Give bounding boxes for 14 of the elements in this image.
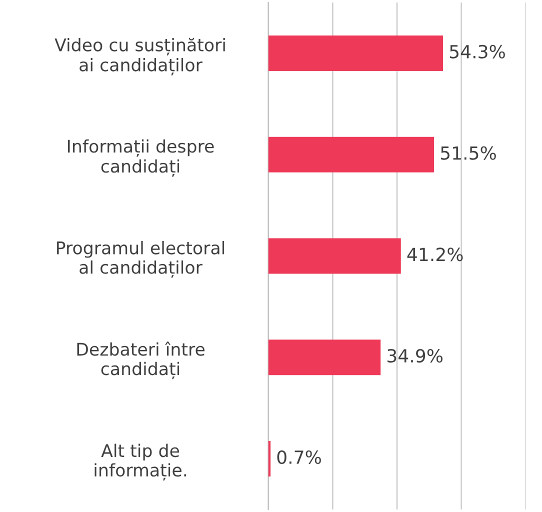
data-label: 34.9%: [388, 348, 443, 363]
bar: [268, 136, 434, 172]
y-tick-label: Informații despre candidați: [68, 139, 214, 177]
data-label: 41.2%: [407, 248, 463, 262]
bar: [268, 340, 381, 376]
bar: [268, 36, 444, 71]
data-label: 54.3%: [450, 44, 505, 58]
y-tick-label: Dezbateri între candidați: [77, 342, 205, 380]
y-tick-label: Programul electoral al candidaților: [57, 241, 224, 278]
data-label: 0.7%: [277, 450, 321, 464]
y-tick-label: Video cu susținători ai candidaților: [54, 38, 225, 76]
y-tick-label: Alt tip de informație.: [94, 444, 186, 481]
data-label: 51.5%: [440, 146, 496, 160]
bar: [268, 238, 401, 274]
